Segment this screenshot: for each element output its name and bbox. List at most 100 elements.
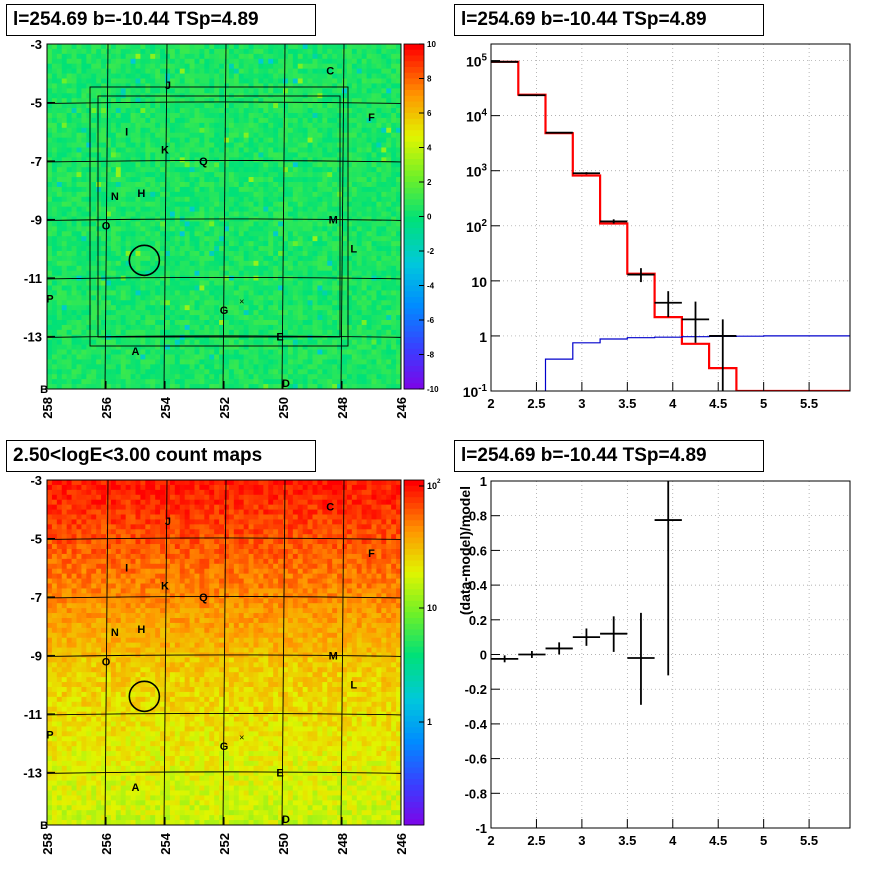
data-points [491,481,682,705]
source-label-e: E [276,331,283,343]
x-tick-label: 2 [487,396,494,411]
y-tick-label: 0.2 [469,613,487,628]
source-label-f: F [368,548,375,560]
colorbar-segment [404,61,424,68]
colorbar-tick-label: 8 [427,75,432,84]
y-tick-label: 0.6 [469,543,487,558]
colorbar-segment [404,159,424,166]
y-tick-label: -1 [475,821,487,836]
y-tick-label: -11 [24,271,42,286]
colorbar-segment [404,216,424,223]
source-label-p: P [46,293,53,305]
colorbar-segment [404,239,424,246]
colorbar-segment [404,802,424,809]
grid-line-l [163,479,168,826]
colorbar-segment [404,721,424,728]
y-tick-label: 102 [466,218,488,235]
source-model-line [544,335,850,391]
panel-title: l=254.69 b=-10.44 TSp=4.89 [6,4,316,36]
x-tick-label: 258 [40,397,55,419]
x-tick-label: 2.5 [527,833,545,848]
colorbar-segment [404,256,424,263]
colorbar-segment [404,337,424,344]
data-point [681,301,710,343]
colorbar-segment [404,595,424,602]
colorbar-segment [404,813,424,820]
source-label-o: O [102,656,111,668]
colorbar-segment [404,233,424,240]
x-tick-label: 252 [217,397,232,419]
grid-line-b [46,218,402,221]
colorbar-tick-label: -10 [427,385,439,394]
axes: 2 2.5 3 3.5 4 4.5 5 5.5 10-1 1 10 102 103 104 105 [463,53,818,411]
axes: 258 256 254 252 250 248 246 -3 -5 -7 -9 -11 -13 [23,37,409,419]
residual-chart: 2 2.5 3 3.5 4 4.5 5 5.5 -1 -0.8 -0.6 -0.4 -0.2 0 0.2 0.… [457,474,851,848]
colorbar-segment [404,612,424,619]
colorbar-segment [404,124,424,131]
axes: 2 2.5 3 3.5 4 4.5 5 5.5 -1 -0.8 -0.6 -0.4 -0.2 0 0.2 0.… [457,474,818,848]
y-tick-label: -3 [30,473,42,488]
y-tick-label: 0.4 [469,578,488,593]
y-tick-label: 1 [480,474,487,489]
x-tick-label: 256 [99,833,114,855]
colorbar-segment [404,130,424,137]
colorbar-segment [404,302,424,309]
y-tick-label: -13 [23,765,42,780]
source-label-g: G [220,741,229,753]
colorbar-segment [404,681,424,688]
colorbar-segment [404,744,424,751]
y-tick-label: -9 [30,648,42,663]
colorbar-segment [404,508,424,515]
source-labels: A B C D E F G H I J K L M N O P Q [40,65,375,396]
source-label-i: I [125,563,128,575]
colorbar-tick-label: 2 [427,178,432,187]
source-label-b: B [40,820,48,832]
y-tick-label: -13 [23,329,42,344]
count-map-chart: A B C D E F G H I J K L M N O P Q × 258 256 254 252 250 248 246 -… [23,473,441,855]
colorbar-segment [404,819,424,826]
grid-line-l [104,479,109,826]
colorbar-segment [404,589,424,596]
colorbar-segment [404,343,424,350]
colorbar-segment [404,503,424,510]
colorbar-segment [404,210,424,217]
spectrum-chart: 2 2.5 3 3.5 4 4.5 5 5.5 10-1 1 10 102 103 104 105 [463,43,851,411]
colorbar-segment [404,44,424,51]
data-point [627,268,655,283]
colorbar-segment [404,491,424,498]
grid-line-l [340,479,345,826]
colorbar-frame [403,479,425,826]
grid-line-b [46,596,402,599]
colorbar-tick-label: 10 [427,40,436,49]
colorbar-segment [404,646,424,653]
x-tick-label: 254 [158,396,173,418]
colorbar-segment [404,153,424,160]
colorbar-segment [404,727,424,734]
y-tick-label: -0.6 [465,752,487,767]
source-label-n: N [111,191,119,203]
source-label-j: J [165,516,171,528]
colorbar-segment [404,618,424,625]
colorbar-segment [404,331,424,338]
colorbar-tick-label: 1 [427,717,432,727]
colorbar-segment [404,199,424,206]
data-point [600,219,628,224]
colorbar-segment [404,675,424,682]
colorbar-tick-label: -8 [427,351,435,360]
data-point [491,60,519,63]
data-point [600,616,628,652]
source-label-a: A [132,782,140,794]
source-label-q: Q [199,592,208,604]
colorbar-segment [404,738,424,745]
source-label-o: O [102,220,111,232]
colorbar-segment [404,262,424,269]
colorbar-segment [404,537,424,544]
y-tick-label: 105 [466,53,488,70]
grid-line-b [46,160,402,163]
coordinate-grid [46,479,402,826]
colorbar-segment [404,623,424,630]
data-point [545,642,573,655]
grid-line-l [222,479,227,826]
colorbar-segment [404,600,424,607]
